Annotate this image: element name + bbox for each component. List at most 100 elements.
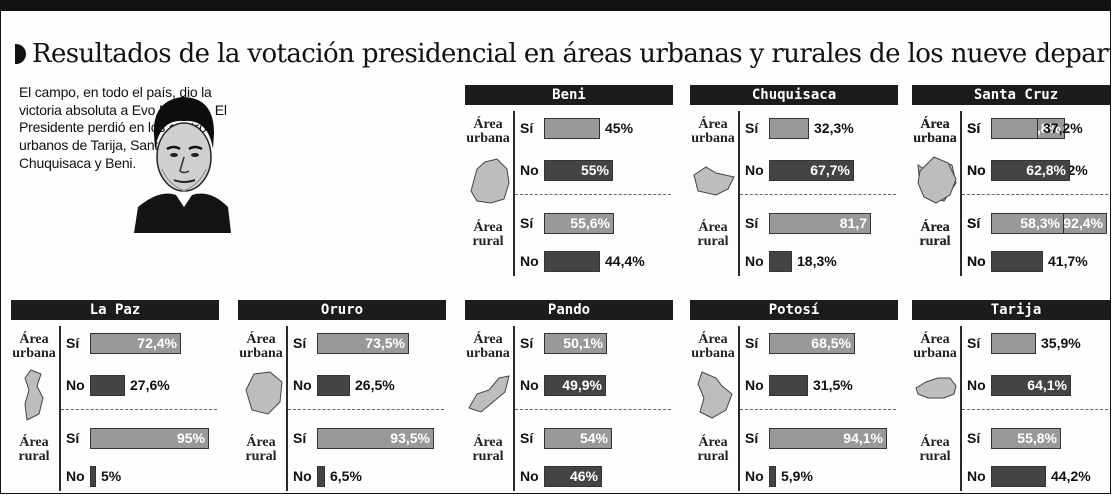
chart-bar-si — [544, 333, 607, 354]
department-panel: Santa Cruz Área urbana Área rural Sí 37,2% No… — [912, 85, 1110, 280]
chart-bar-si — [317, 428, 434, 449]
area-rural-label: Área rural — [919, 435, 951, 464]
si-label: Sí — [520, 215, 534, 231]
no-label: No — [66, 468, 85, 484]
department-name: Potosí — [690, 300, 898, 320]
chart-bar-no — [317, 466, 325, 487]
department-panel: Oruro Área urbana Área rural Sí 73,5% No 26,5%… — [238, 300, 446, 493]
chart-bar-no — [544, 466, 602, 487]
title-bullet-icon — [15, 44, 26, 64]
si-label: Sí — [745, 215, 759, 231]
chart-bar-no — [90, 375, 125, 396]
department-name: Beni — [465, 85, 673, 105]
si-label: Sí — [520, 335, 534, 351]
divider-line — [513, 326, 515, 491]
chart-bar-no — [991, 160, 1070, 181]
dashed-separator — [740, 409, 896, 410]
chart-bar-no — [544, 160, 613, 181]
chart-bar-si — [317, 333, 409, 354]
department-name: Oruro — [238, 300, 446, 320]
no-label: No — [967, 162, 986, 178]
dashed-separator — [515, 409, 671, 410]
dashed-separator — [288, 409, 444, 410]
area-rural-label: Área rural — [472, 435, 504, 464]
data-label: 67,7% — [810, 162, 850, 178]
si-label: Sí — [293, 430, 307, 446]
chart-bar-si — [769, 213, 871, 234]
department-panel: La Paz Área urbana Área rural Sí 72,4% No 27,6… — [11, 300, 219, 493]
si-label: Sí — [520, 120, 534, 136]
area-urbana-label: Área urbana — [466, 117, 510, 146]
area-urbana-label: Área urbana — [466, 332, 510, 361]
department-name: Tarija — [912, 300, 1110, 320]
no-label: No — [967, 468, 986, 484]
data-label: 31,5% — [813, 377, 853, 393]
data-label: 44,4% — [605, 253, 645, 269]
chart-bar-si — [90, 333, 181, 354]
department-map-icon — [697, 371, 733, 419]
top-rule — [1, 1, 1110, 11]
data-label: 37,2% — [1043, 120, 1083, 136]
chart-bar-si — [769, 333, 855, 354]
data-label: 55% — [580, 162, 609, 178]
department-map-icon — [693, 166, 735, 196]
dashed-separator — [515, 194, 671, 195]
chart-bar-si — [90, 428, 209, 449]
data-label: 68,5% — [811, 335, 851, 351]
si-label: Sí — [66, 430, 80, 446]
chart-bar-no — [769, 466, 776, 487]
chart-bar-si — [544, 213, 614, 234]
department-map-icon — [245, 371, 283, 415]
no-label: No — [967, 253, 986, 269]
department-panel: Tarija Área urbana Área rural Sí 35,9% No 64,1… — [912, 300, 1110, 493]
no-label: No — [293, 377, 312, 393]
area-rural-label: Área rural — [697, 220, 729, 249]
data-label: 55,8% — [1017, 430, 1057, 446]
si-label: Sí — [293, 335, 307, 351]
no-label: No — [745, 377, 764, 393]
no-label: No — [967, 377, 986, 393]
si-label: Sí — [520, 430, 534, 446]
no-label: No — [745, 162, 764, 178]
divider-line — [513, 111, 515, 276]
department-map-icon — [470, 158, 510, 204]
data-label: 6,5% — [330, 468, 362, 484]
area-rural-label: Área rural — [18, 435, 50, 464]
data-label: 45% — [605, 120, 634, 136]
department-panel: Beni Área urbana Área rural Sí 45% No 55% Sí 55,… — [465, 85, 673, 280]
chart-bar-si — [769, 428, 887, 449]
area-urbana-label: Área urbana — [691, 332, 735, 361]
department-name: Santa Cruz — [912, 85, 1110, 105]
si-label: Sí — [967, 120, 981, 136]
area-rural-label: Área rural — [697, 435, 729, 464]
data-label: 58,3% — [1020, 215, 1060, 231]
no-label: No — [293, 468, 312, 484]
area-rural-label: Área rural — [245, 435, 277, 464]
area-rural-label: Área rural — [919, 220, 951, 249]
dashed-separator — [962, 194, 1110, 195]
page-title-text: Resultados de la votación presidencial e… — [32, 39, 1111, 69]
area-rural-label: Área rural — [472, 220, 504, 249]
chart-bar-no — [544, 251, 600, 272]
no-label: No — [66, 377, 85, 393]
chart-bar-no — [991, 466, 1046, 487]
divider-line — [738, 111, 740, 276]
chart-bar-si — [991, 333, 1036, 354]
chart-bar-no — [991, 375, 1071, 396]
data-label: 35,9% — [1041, 335, 1081, 351]
data-label: 46% — [569, 468, 598, 484]
divider-line — [960, 111, 962, 276]
data-label: 72,4% — [137, 335, 177, 351]
department-map-icon — [24, 369, 44, 421]
data-label: 54% — [579, 430, 608, 446]
data-label: 62,8% — [1026, 162, 1066, 178]
no-label: No — [520, 468, 539, 484]
chart-bar-no — [544, 375, 606, 396]
data-label: 26,5% — [355, 377, 395, 393]
evo-morales-portrait — [134, 97, 231, 233]
area-urbana-label: Área urbana — [913, 117, 957, 146]
area-rural-label: Área rural — [919, 220, 951, 249]
divider-line — [286, 326, 288, 491]
divider-line — [59, 326, 61, 491]
chart-bar-no — [769, 160, 854, 181]
